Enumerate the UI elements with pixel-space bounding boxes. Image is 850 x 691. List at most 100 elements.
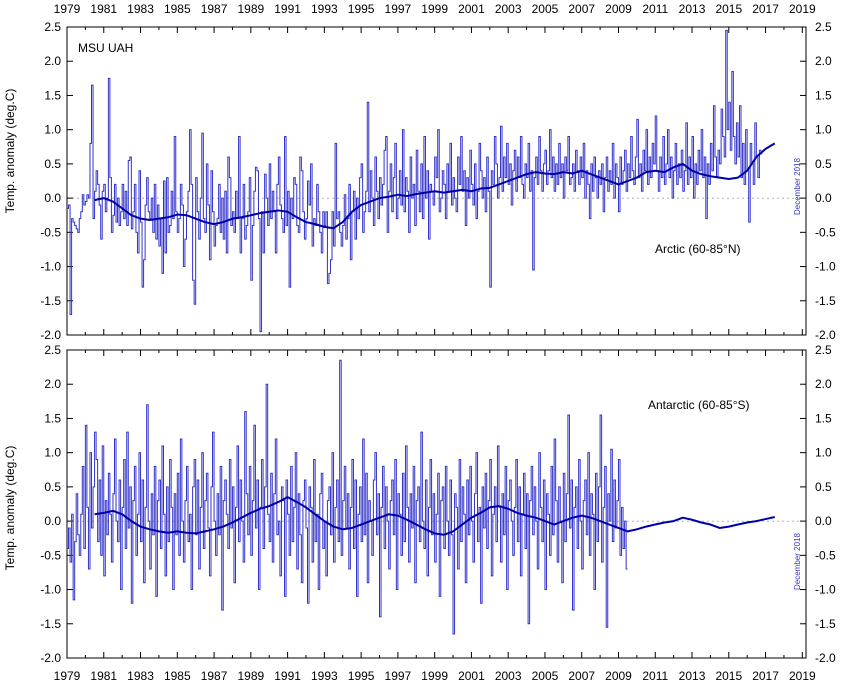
antarctic-y-tick-label-right: 0.0 xyxy=(815,514,832,528)
x-tick-label-top: 1995 xyxy=(348,2,375,16)
antarctic-panel: 2.5 2.0 1.5 1.0 0.5 0.0 -0.5 -1.0 -1.5 -2.0 2.5 2.… xyxy=(3,343,836,665)
arctic-y-tick-label-left: -2.0 xyxy=(40,328,61,342)
x-tick-label-bottom: 2019 xyxy=(789,669,816,683)
arctic-panel: 2.52.01.51.00.50.0-0.5-1.0-1.5-2.0 2.52.… xyxy=(3,20,836,342)
arctic-y-tick-label-left: 1.0 xyxy=(44,123,61,137)
antarctic-y-tick-label-right: 2.0 xyxy=(815,377,832,391)
antarctic-monthly-series-line xyxy=(67,359,628,635)
x-tick-label-bottom: 1999 xyxy=(421,669,448,683)
x-tick-label-top: 1981 xyxy=(90,2,117,16)
arctic-plot-frame xyxy=(66,26,807,336)
x-tick-label-top: 1987 xyxy=(201,2,228,16)
antarctic-y-axis-label: Temp. anomaly (deg.C) xyxy=(3,446,17,571)
x-tick-labels-top: 1979 1981 1983 1985 1987 1989 1991 1993 1995 1997… xyxy=(54,2,816,16)
arctic-y-tick-label-right: 2.0 xyxy=(815,54,832,68)
x-tick-labels-bottom: 1979 1981 1983 1985 1987 1989 1991 1993 1995 1997… xyxy=(54,669,816,683)
x-tick-label-top: 2009 xyxy=(605,2,632,16)
arctic-source-label: MSU UAH xyxy=(78,41,133,55)
x-tick-label-bottom: 2015 xyxy=(715,669,742,683)
arctic-monthly-series-line xyxy=(67,29,763,333)
arctic-y-tick-label-right: 1.5 xyxy=(815,88,832,102)
antarctic-y-tick-label-left: -1.5 xyxy=(40,617,61,631)
antarctic-y-tick-label-right: -1.0 xyxy=(815,583,836,597)
antarctic-plot-frame xyxy=(66,349,807,659)
arctic-y-tick-label-right: -0.5 xyxy=(815,225,836,239)
arctic-y-tick-label-left: -1.0 xyxy=(40,260,61,274)
x-tick-label-top: 1985 xyxy=(164,2,191,16)
antarctic-y-tick-label-right: 1.5 xyxy=(815,411,832,425)
antarctic-y-tick-label-left: -0.5 xyxy=(40,548,61,562)
arctic-y-tick-label-right: -1.0 xyxy=(815,260,836,274)
x-tick-label-bottom: 2009 xyxy=(605,669,632,683)
antarctic-y-tick-label-left: -2.0 xyxy=(40,651,61,665)
arctic-y-tick-label-right: 0.5 xyxy=(815,157,832,171)
x-tick-label-bottom: 1991 xyxy=(274,669,301,683)
antarctic-date-label: December 2018 xyxy=(793,533,802,590)
arctic-y-tick-label-left: -0.5 xyxy=(40,225,61,239)
antarctic-y-tick-label-left: 1.0 xyxy=(44,446,61,460)
antarctic-y-ticks-right xyxy=(800,349,806,659)
antarctic-y-tick-label-left: 2.0 xyxy=(44,377,61,391)
x-tick-label-top: 2017 xyxy=(752,2,779,16)
arctic-x-ticks-bottom xyxy=(66,329,803,335)
antarctic-y-tick-label-left: 1.5 xyxy=(44,411,61,425)
x-tick-label-bottom: 1985 xyxy=(164,669,191,683)
x-tick-label-bottom: 2001 xyxy=(458,669,485,683)
x-tick-label-top: 1991 xyxy=(274,2,301,16)
arctic-date-label: December 2018 xyxy=(793,158,802,215)
antarctic-y-tick-label-right: 2.5 xyxy=(815,343,832,357)
antarctic-x-ticks-top xyxy=(66,350,803,356)
arctic-y-tick-label-right: 0.0 xyxy=(815,191,832,205)
x-tick-label-top: 2007 xyxy=(568,2,595,16)
x-tick-label-top: 1999 xyxy=(421,2,448,16)
antarctic-region-label: Antarctic (60-85°S) xyxy=(648,398,750,412)
x-tick-label-top: 2019 xyxy=(789,2,816,16)
arctic-y-tick-label-right: -1.5 xyxy=(815,294,836,308)
x-tick-label-bottom: 1995 xyxy=(348,669,375,683)
x-tick-label-bottom: 1989 xyxy=(237,669,264,683)
arctic-y-tick-label-left: 2.5 xyxy=(44,20,61,34)
x-tick-label-bottom: 1997 xyxy=(385,669,412,683)
x-tick-label-top: 2005 xyxy=(532,2,559,16)
arctic-y-tick-labels-right: 2.5 2.0 1.5 1.0 0.5 0.0 -0.5 -1.0 -1.5 -2.0 xyxy=(815,20,836,342)
x-tick-label-bottom: 1983 xyxy=(127,669,154,683)
x-tick-label-bottom: 2005 xyxy=(532,669,559,683)
x-tick-label-bottom: 1979 xyxy=(54,669,81,683)
antarctic-y-tick-label-right: -1.5 xyxy=(815,617,836,631)
antarctic-y-tick-labels-right: 2.5 2.0 1.5 1.0 0.5 0.0 -0.5 -1.0 -1.5 -2.0 xyxy=(815,343,836,665)
x-tick-label-top: 1993 xyxy=(311,2,338,16)
arctic-y-tick-label-right: 1.0 xyxy=(815,123,832,137)
x-tick-label-bottom: 1993 xyxy=(311,669,338,683)
arctic-series xyxy=(67,29,776,333)
arctic-y-axis-label: Temp. anomaly (deg.C) xyxy=(3,89,17,214)
antarctic-running-mean-line xyxy=(94,496,775,536)
antarctic-y-tick-label-right: 0.5 xyxy=(815,480,832,494)
arctic-running-mean-line xyxy=(94,142,776,230)
arctic-y-ticks-right xyxy=(800,26,806,336)
arctic-y-tick-label-left: 1.5 xyxy=(44,88,61,102)
x-tick-label-top: 2001 xyxy=(458,2,485,16)
arctic-y-tick-label-right: -2.0 xyxy=(815,328,836,342)
x-tick-label-bottom: 1987 xyxy=(201,669,228,683)
antarctic-y-tick-label-left: -1.0 xyxy=(40,583,61,597)
antarctic-y-tick-label-left: 0.0 xyxy=(44,514,61,528)
x-tick-label-top: 1979 xyxy=(54,2,81,16)
x-tick-label-bottom: 2007 xyxy=(568,669,595,683)
arctic-y-tick-labels-left: 2.5 2.0 1.5 1.0 0.5 0.0 -0.5 -1.0 -1.5 -2.0 xyxy=(40,20,61,342)
antarctic-y-tick-labels-left: 2.5 2.0 1.5 1.0 0.5 0.0 -0.5 -1.0 -1.5 -2.0 xyxy=(40,343,61,665)
arctic-x-ticks-top xyxy=(66,27,803,33)
x-tick-label-top: 2013 xyxy=(679,2,706,16)
arctic-y-tick-label-right: 2.5 xyxy=(815,20,832,34)
arctic-region-label: Arctic (60-85°N) xyxy=(655,242,740,256)
antarctic-y-tick-label-right: -2.0 xyxy=(815,651,836,665)
antarctic-y-tick-label-right: 1.0 xyxy=(815,446,832,460)
arctic-y-tick-label-left: 0.5 xyxy=(44,157,61,171)
antarctic-x-ticks-bottom xyxy=(66,652,803,658)
x-tick-label-top: 2011 xyxy=(642,2,668,16)
antarctic-series xyxy=(67,359,775,635)
antarctic-y-ticks-left xyxy=(67,349,806,659)
x-tick-label-bottom: 2013 xyxy=(679,669,706,683)
arctic-y-tick-label-left: -1.5 xyxy=(40,294,61,308)
antarctic-y-tick-label-left: 2.5 xyxy=(44,343,61,357)
